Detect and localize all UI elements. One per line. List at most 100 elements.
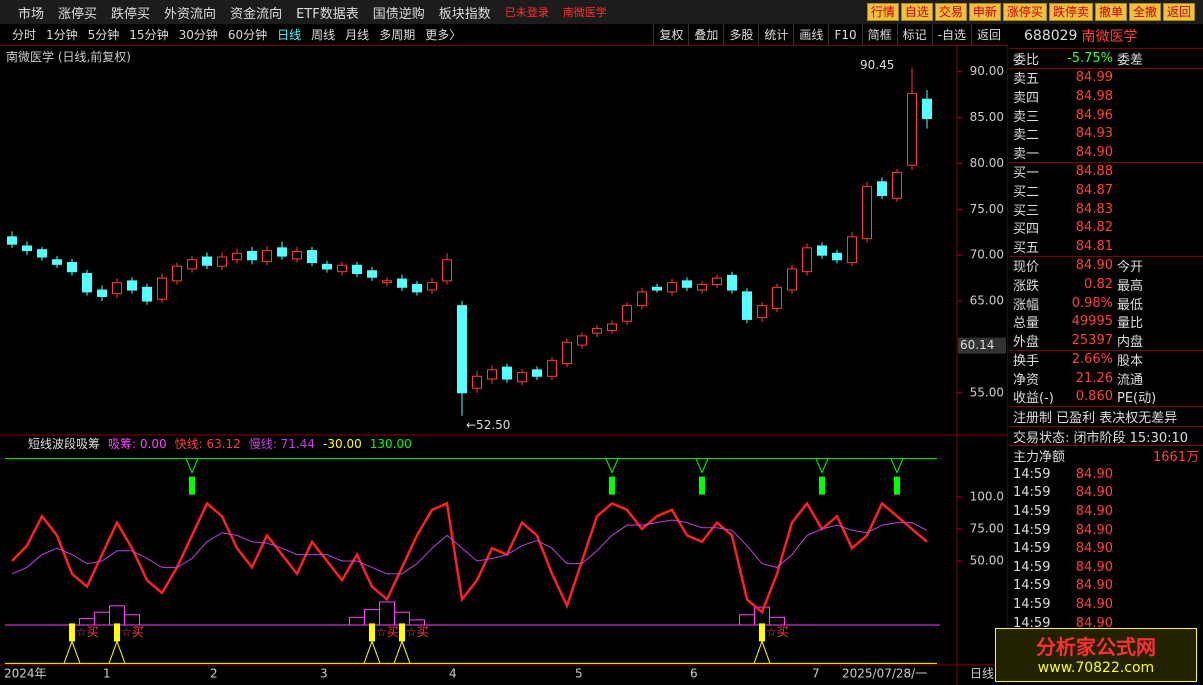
time-label: 2 (210, 667, 218, 681)
buy-row: 买四 84.82 (1010, 218, 1203, 237)
tool[interactable]: 复权 (653, 24, 688, 46)
legend-item: 慢线: 71.44 (249, 437, 315, 451)
candle-body (232, 252, 242, 261)
candle-body (577, 335, 587, 346)
trade-cell: 14:59 (1013, 485, 1051, 501)
stats-cell: 25397 (1071, 332, 1113, 348)
button[interactable]: 交易 (934, 3, 967, 21)
period-tab[interactable]: 60分钟 (227, 28, 268, 42)
button[interactable]: 行情 (866, 3, 899, 21)
sell-cell: 84.90 (1075, 144, 1113, 160)
candle-body (787, 268, 797, 291)
trade-cell: 14:59 (1013, 615, 1051, 631)
menu-item[interactable]: 外资流向 (164, 6, 217, 22)
trade-row: 14:59 84.90 (1010, 539, 1203, 558)
absorb-bar (94, 611, 110, 626)
code: 688029 (1024, 28, 1078, 44)
candle-body (112, 282, 122, 295)
sell-cell: 卖五 (1013, 72, 1040, 88)
candle-body (757, 305, 767, 319)
stats2-cell: PE(动) (1117, 391, 1157, 407)
trade-cell: 84.90 (1075, 522, 1113, 538)
candle-body (772, 286, 782, 309)
state: 交易状态: 闭市阶段 15:30:10 (1010, 425, 1203, 446)
trade-row: 14:59 84.90 (1010, 614, 1203, 633)
period-tab[interactable]: 多周期 (379, 28, 416, 42)
trade-cell: 84.90 (1075, 578, 1113, 594)
status: 已未登录 (504, 6, 549, 19)
stats-row: 现价 84.90 今开 (1010, 255, 1203, 276)
buy-row: 买一 84.88 (1010, 161, 1203, 181)
tool[interactable]: 统计 (758, 24, 793, 46)
stats2-row: 净资 21.26 流通 (1010, 369, 1203, 388)
legend-item: -30.00 (323, 437, 362, 451)
menu-bar: 市场 涨停买 跌停买 外资流向 资金流向 ETF数据表 国债逆购 板块指数 已未登录 南微医学 行情… (0, 0, 1203, 24)
period-tab[interactable]: 30分钟 (178, 28, 218, 42)
period-tab[interactable]: 15分钟 (129, 28, 169, 42)
candle-body (382, 280, 392, 284)
tool[interactable]: 叠加 (688, 24, 723, 46)
buy-cell: 买三 (1013, 203, 1040, 219)
trade-cell: 14:59 (1013, 504, 1051, 520)
period-tab[interactable]: 月线 (345, 28, 370, 42)
trade-cell: 84.90 (1075, 485, 1113, 501)
stats-cell: 今开 (1117, 260, 1144, 276)
y-tick-label: 50.00 (970, 554, 1004, 568)
annotation: 90.45 (860, 58, 894, 72)
stats2-cell: 21.26 (1075, 370, 1113, 386)
menu-item[interactable]: ETF数据表 (296, 6, 359, 22)
button[interactable]: 返回 (1162, 3, 1195, 21)
buy-spike (393, 639, 411, 664)
sell-spike (890, 458, 904, 474)
candle-body (547, 360, 557, 377)
time-label: 1 (103, 667, 111, 681)
button[interactable]: 涨停买 (1002, 3, 1047, 21)
buy-cell: 84.82 (1075, 220, 1113, 236)
menu-item[interactable]: 市场 (18, 6, 45, 22)
trade-row: 14:59 84.90 (1010, 502, 1203, 521)
period-tab[interactable]: 5分钟 (87, 28, 120, 42)
legend-item: 吸筹: 0.00 (108, 437, 167, 451)
menu-item[interactable]: 资金流向 (230, 6, 283, 22)
period-tab[interactable]: 1分钟 (46, 28, 78, 42)
legend-item: 130.00 (370, 437, 412, 451)
menu-item[interactable]: 跌停买 (111, 6, 151, 22)
period-tab[interactable]: 更多〉 (425, 28, 462, 42)
sell-row: 卖三 84.96 (1010, 106, 1203, 125)
tool[interactable]: 标记 (896, 24, 932, 46)
candle-body (712, 277, 722, 286)
period-tab[interactable]: 日线 (277, 28, 302, 42)
trade-cell: 84.90 (1075, 615, 1113, 631)
stats-cell: 最低 (1117, 297, 1144, 313)
stats2-row: 换手 2.66% 股本 (1010, 349, 1203, 369)
trade-cell: 14:59 (1013, 522, 1051, 538)
period-tab[interactable]: 周线 (311, 28, 336, 42)
buy-marker (759, 623, 765, 642)
menu-item[interactable]: 国债逆购 (372, 6, 425, 22)
candle-body (352, 264, 362, 275)
button[interactable]: 撤单 (1094, 3, 1127, 21)
button[interactable]: 跌停卖 (1048, 3, 1093, 21)
tool[interactable]: 返回 (970, 24, 1006, 46)
sell-spike (815, 458, 829, 474)
buy-cell: 84.88 (1075, 164, 1113, 180)
candle-body (502, 366, 512, 380)
button[interactable]: 申新 (968, 3, 1001, 21)
tool[interactable]: 多股 (723, 24, 758, 46)
button[interactable]: 全撤 (1128, 3, 1161, 21)
tool[interactable]: F10 (828, 24, 861, 46)
menu-item[interactable]: 涨停买 (58, 6, 98, 22)
buy-spike (363, 639, 381, 664)
tool[interactable]: 简框 (861, 24, 897, 46)
stats2-cell: 收益(-) (1013, 391, 1054, 407)
period-tab[interactable]: 分时 (12, 28, 37, 42)
ratio: 委差 (1117, 52, 1144, 68)
tool[interactable]: 画线 (793, 24, 828, 46)
sell-row: 卖二 84.93 (1010, 124, 1203, 143)
button[interactable]: 自选 (900, 3, 933, 21)
menu-item[interactable]: 板块指数 (438, 6, 491, 22)
candle-body (82, 273, 92, 293)
stats-cell: 现价 (1013, 260, 1040, 276)
tool[interactable]: -自选 (931, 24, 971, 46)
